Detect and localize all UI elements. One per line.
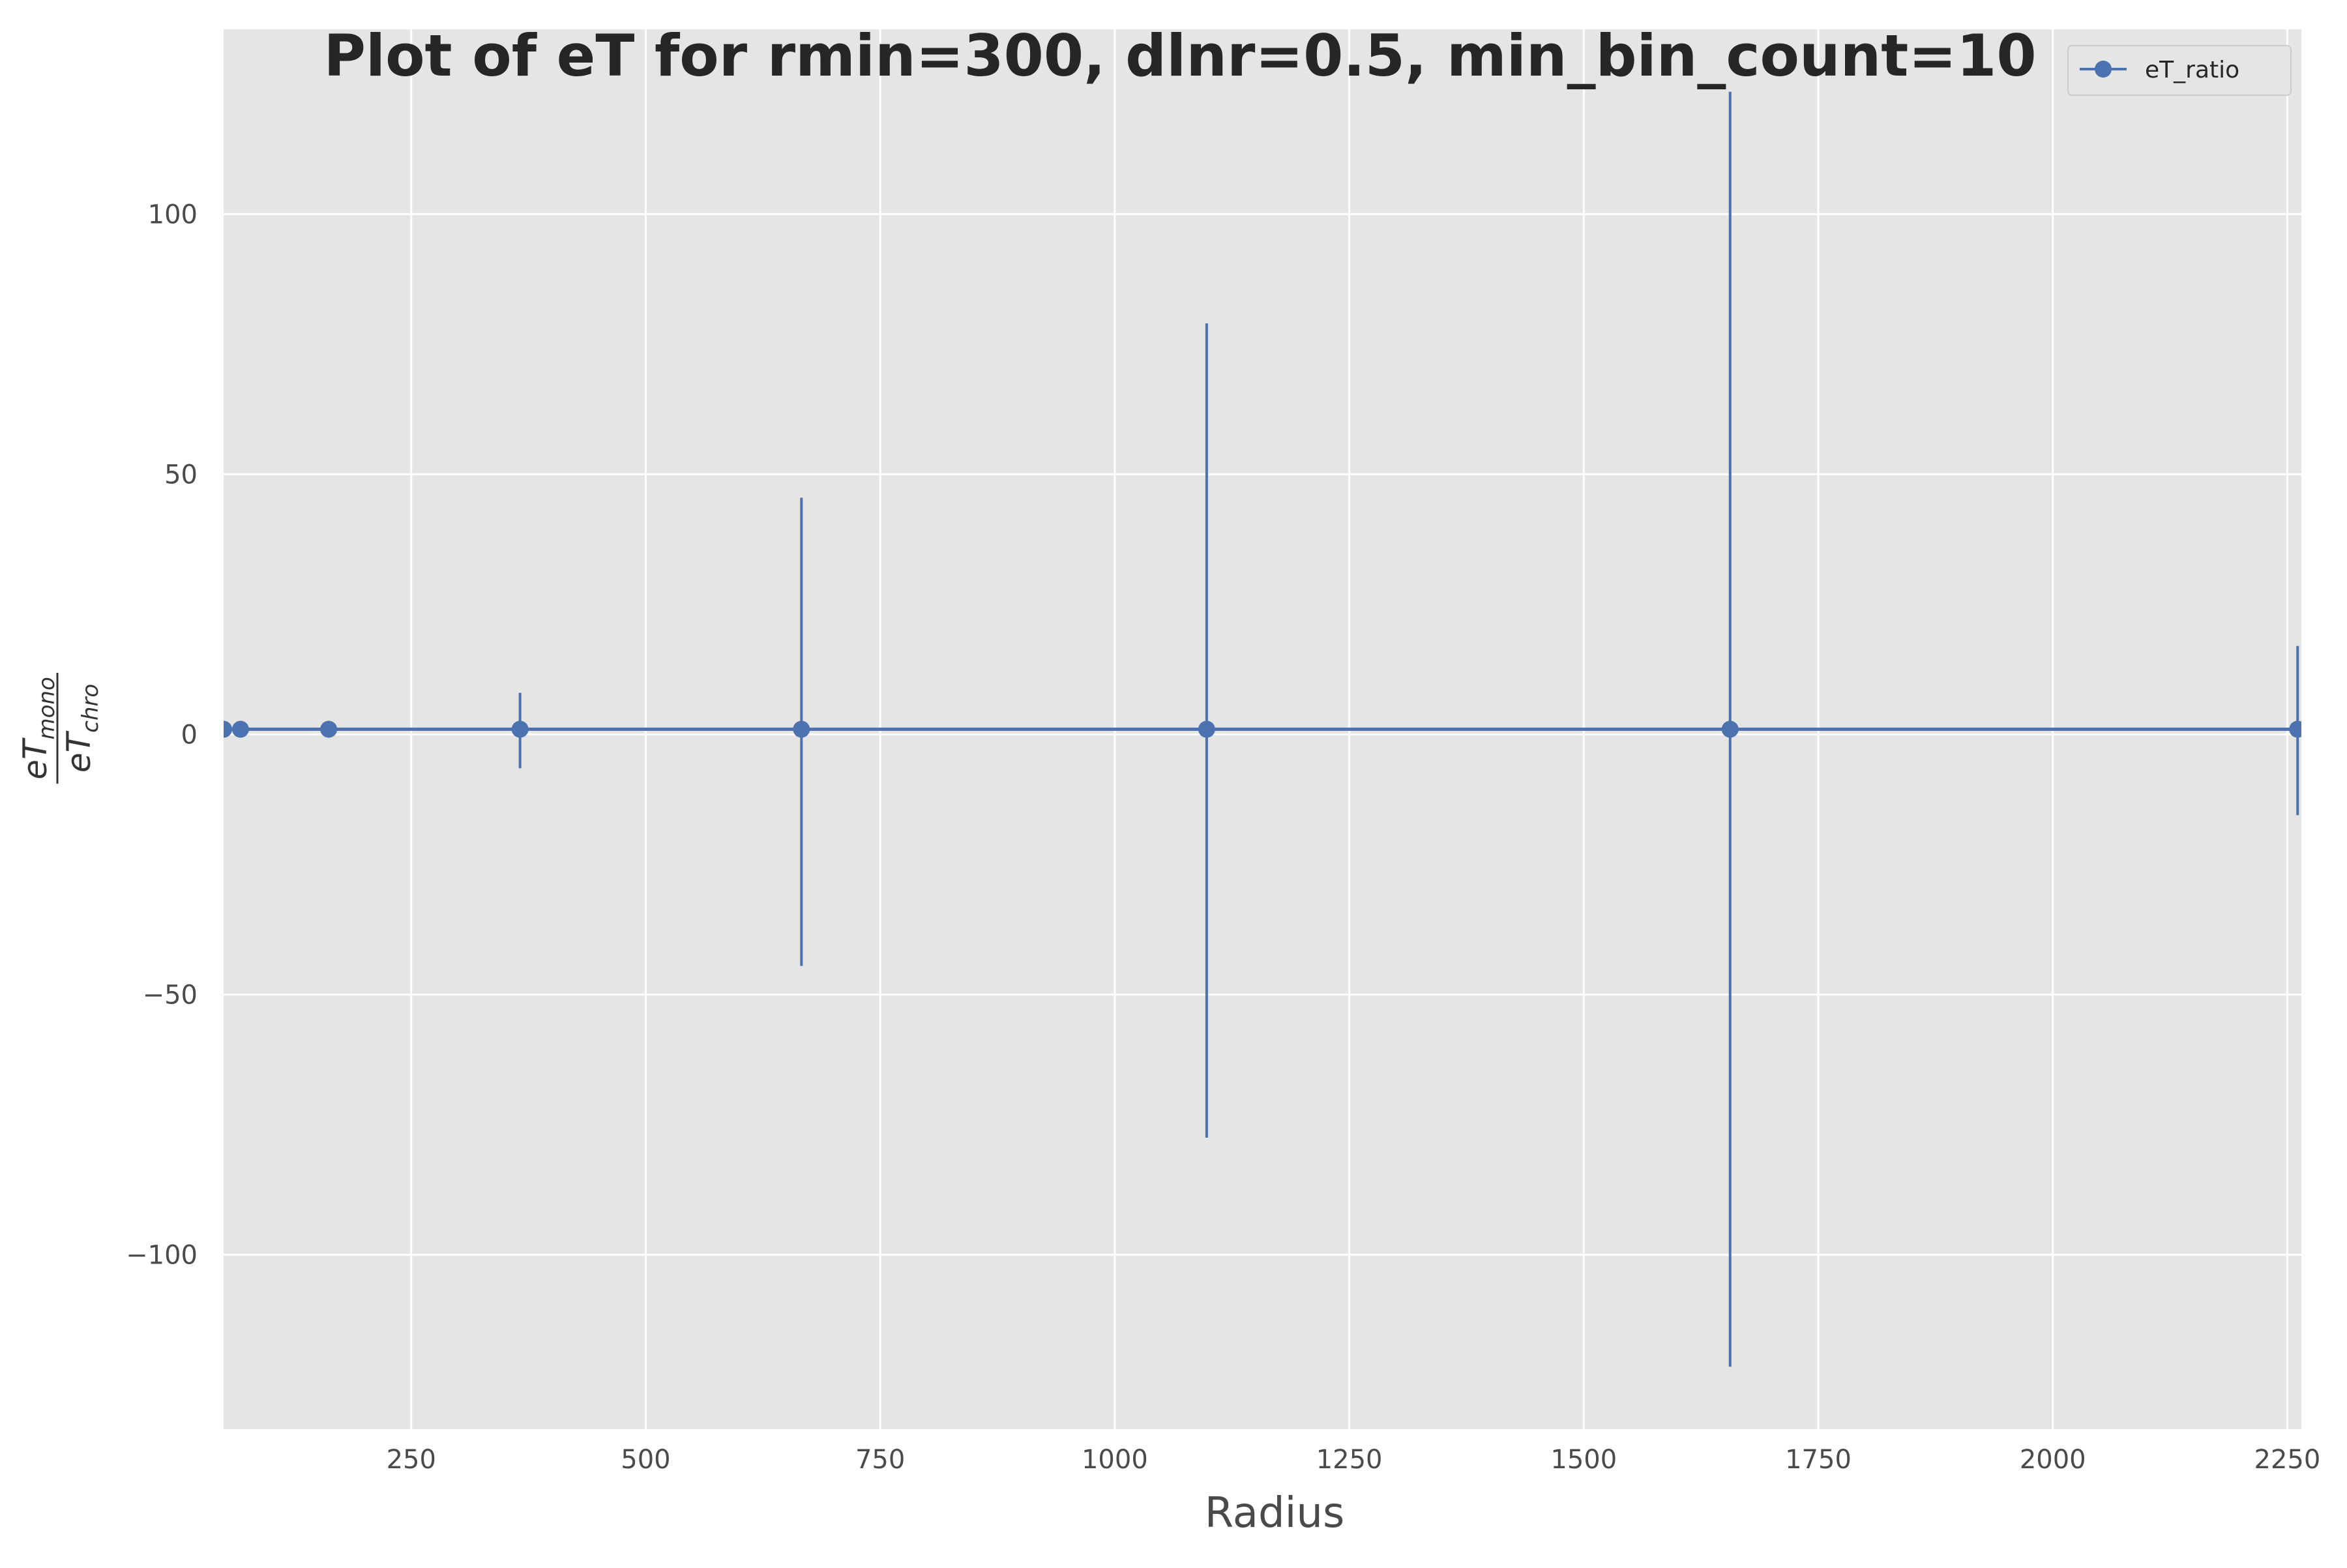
x-tick-label: 1500 <box>1550 1445 1617 1475</box>
x-tick-label: 750 <box>855 1445 905 1475</box>
data-point <box>511 720 529 738</box>
x-tick-label: 2250 <box>2254 1445 2321 1475</box>
data-point <box>1198 720 1215 738</box>
data-point <box>1721 720 1739 738</box>
series-clip-group <box>224 91 2301 1367</box>
x-tick-label: 500 <box>621 1445 670 1475</box>
y-tick-label: 100 <box>148 200 198 229</box>
legend-box <box>2067 45 2292 96</box>
x-tick-label: 250 <box>387 1445 436 1475</box>
x-tick-label: 1750 <box>1785 1445 1852 1475</box>
y-tick-label: 50 <box>164 460 198 490</box>
y-tick-label: 0 <box>181 720 198 750</box>
legend: eT_ratio <box>2067 45 2292 96</box>
data-point <box>793 720 810 738</box>
legend-dot-marker <box>2095 61 2112 78</box>
y-tick-label: −100 <box>126 1241 198 1271</box>
x-tick-label: 2000 <box>2020 1445 2086 1475</box>
data-point <box>224 720 232 738</box>
y-axis-label: eTmono eTchro <box>16 673 104 784</box>
tick-labels: 250 500 750 1000 1250 1500 1750 2000 2250100500−… <box>126 200 2320 1475</box>
x-tick-label: 1000 <box>1082 1445 1148 1475</box>
legend-label: eT_ratio <box>2145 57 2239 83</box>
y-tick-label: −50 <box>143 981 198 1011</box>
y-axis-label-numerator: eTmono <box>16 677 60 780</box>
data-point <box>2289 720 2301 738</box>
x-tick-label: 1250 <box>1316 1445 1383 1475</box>
x-axis-label: Radius <box>1205 1489 1345 1537</box>
chart-title: Plot of eT for rmin=300, dlnr=0.5, min_b… <box>323 22 2036 89</box>
data-point <box>320 720 338 738</box>
data-point <box>231 720 249 738</box>
series-eT-ratio <box>224 91 2301 1367</box>
y-axis-label-denominator: eTchro <box>60 684 104 773</box>
